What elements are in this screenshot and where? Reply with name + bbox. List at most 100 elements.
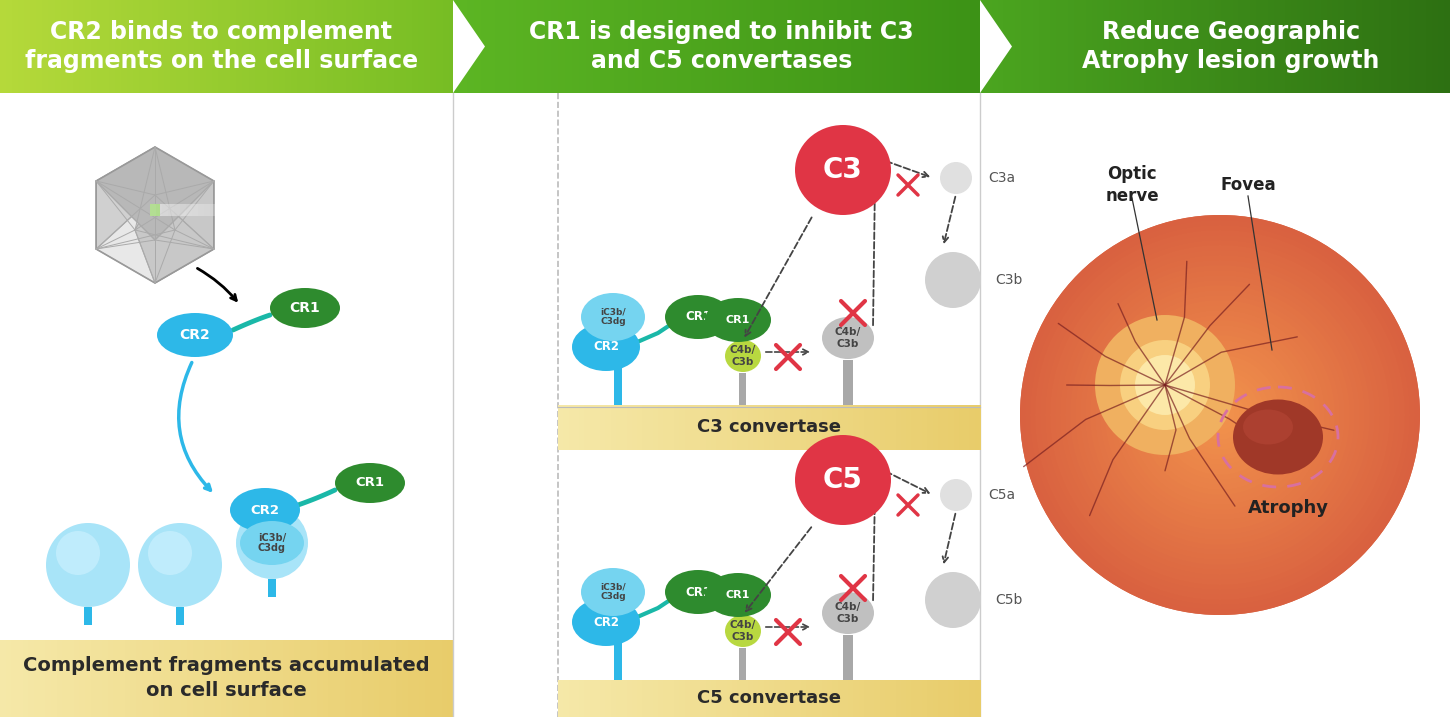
Bar (824, 0, 831, 93)
Bar (1069, 0, 1074, 93)
Bar (932, 680, 938, 717)
Bar (0, 0, 7, 93)
Bar (684, 405, 690, 450)
Bar (613, 367, 622, 405)
Circle shape (1090, 285, 1350, 545)
Bar (1409, 0, 1415, 93)
Bar (248, 0, 255, 93)
Bar (942, 405, 950, 450)
Bar (890, 405, 896, 450)
Bar (695, 680, 702, 717)
Bar (252, 204, 258, 216)
Bar (935, 0, 942, 93)
Bar (231, 0, 238, 93)
Bar (1038, 0, 1045, 93)
Bar (181, 0, 188, 93)
Bar (1244, 0, 1251, 93)
Circle shape (1119, 340, 1209, 430)
Bar (467, 0, 476, 93)
Ellipse shape (1243, 409, 1293, 445)
Bar (1109, 0, 1116, 93)
Bar (1385, 0, 1392, 93)
Circle shape (1150, 345, 1290, 485)
Bar (594, 680, 602, 717)
Circle shape (1146, 340, 1295, 490)
Bar (309, 0, 316, 93)
Bar (448, 0, 455, 93)
Bar (568, 680, 574, 717)
Bar (374, 640, 380, 717)
Bar (180, 204, 186, 216)
Bar (1080, 0, 1086, 93)
Bar (1204, 0, 1211, 93)
Bar (1367, 0, 1375, 93)
Bar (431, 0, 438, 93)
Bar (1315, 0, 1322, 93)
Bar (774, 405, 780, 450)
Bar (747, 0, 754, 93)
Bar (748, 405, 754, 450)
Bar (586, 0, 593, 93)
Bar (39, 640, 46, 717)
Bar (345, 0, 352, 93)
Circle shape (1060, 255, 1380, 575)
Bar (461, 0, 468, 93)
Circle shape (1095, 290, 1346, 540)
Bar (351, 0, 358, 93)
Bar (740, 373, 747, 405)
Bar (974, 680, 982, 717)
Bar (963, 0, 972, 93)
Bar (1121, 0, 1128, 93)
Bar (740, 648, 747, 680)
Bar (339, 640, 347, 717)
Bar (880, 405, 886, 450)
Bar (136, 640, 142, 717)
Ellipse shape (725, 340, 761, 372)
Bar (1250, 0, 1257, 93)
Bar (980, 93, 1450, 717)
Bar (97, 0, 104, 93)
Bar (152, 0, 158, 93)
Bar (780, 680, 786, 717)
Bar (985, 0, 992, 93)
Circle shape (1156, 350, 1285, 480)
Bar (271, 640, 278, 717)
Bar (1050, 0, 1057, 93)
Text: CR1 is designed to inhibit C3
and C5 convertases: CR1 is designed to inhibit C3 and C5 con… (529, 20, 914, 73)
Bar (1115, 0, 1122, 93)
Bar (273, 0, 280, 93)
Text: C3 convertase: C3 convertase (697, 418, 841, 436)
Bar (261, 0, 268, 93)
Text: Fovea: Fovea (1221, 176, 1276, 194)
Text: CR2: CR2 (593, 615, 619, 629)
Bar (241, 204, 247, 216)
Bar (816, 680, 822, 717)
Bar (460, 0, 468, 93)
Bar (927, 680, 934, 717)
Bar (806, 405, 812, 450)
Bar (303, 0, 310, 93)
Bar (632, 680, 638, 717)
Bar (119, 640, 126, 717)
Bar (523, 0, 531, 93)
Bar (478, 0, 486, 93)
Bar (800, 405, 806, 450)
Bar (467, 0, 474, 93)
Ellipse shape (157, 313, 233, 357)
Bar (222, 204, 228, 216)
Bar (36, 0, 44, 93)
Ellipse shape (666, 570, 731, 614)
Ellipse shape (581, 568, 645, 616)
Bar (380, 640, 386, 717)
Bar (402, 640, 409, 717)
Bar (164, 640, 171, 717)
Bar (206, 0, 213, 93)
Bar (291, 0, 299, 93)
Bar (628, 0, 635, 93)
Bar (264, 204, 270, 216)
Bar (784, 405, 792, 450)
Bar (261, 640, 267, 717)
Bar (286, 0, 291, 93)
Bar (642, 405, 648, 450)
Bar (566, 0, 573, 93)
